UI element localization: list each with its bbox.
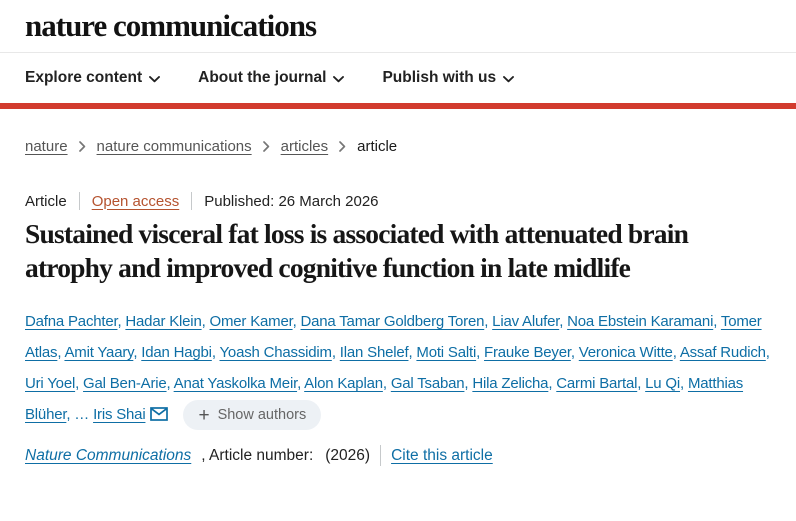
author-link-uri-yoel[interactable]: Uri Yoel [25,375,76,392]
author-separator: , [66,406,75,423]
article-number-label: , Article number: [201,446,314,464]
author-link-amit-yaary[interactable]: Amit Yaary [64,344,134,361]
author-link-dafna-pachter[interactable]: Dafna Pachter [25,313,118,330]
breadcrumb-current: article [357,138,398,155]
chevron-right-icon [78,141,85,152]
author-separator: , [559,313,568,330]
author-link-alon-kaplan[interactable]: Alon Kaplan [304,375,383,392]
author-link-tomer-atlas[interactable]: Tomer Atlas [25,313,762,361]
author-separator: , [292,313,301,330]
author-link-yoash-chassidim[interactable]: Yoash Chassidim [219,344,333,361]
author-ellipsis: … [74,406,94,423]
author-separator: , [297,375,305,392]
citation-separator [380,445,382,467]
author-link-omer-kamer[interactable]: Omer Kamer [209,313,293,330]
article-type-label: Article [25,192,67,210]
citation-year: (2026) [325,446,371,464]
author-separator: , [680,375,688,392]
author-link-dana-tamar-goldberg-toren[interactable]: Dana Tamar Goldberg Toren [300,313,485,330]
author-separator: , [382,375,391,392]
author-separator: , [57,344,65,361]
author-link-hila-zelicha[interactable]: Hila Zelicha [472,375,549,392]
chevron-down-icon [503,75,515,82]
article-header: nature nature communications articles artic… [0,138,796,467]
breadcrumb: nature nature communications articles artic… [25,138,771,155]
author-link-idan-hagbi[interactable]: Idan Hagbi [141,344,212,361]
author-link-moti-salti[interactable]: Moti Salti [416,344,477,361]
author-separator: , [765,344,770,361]
author-link-iris-shai[interactable]: Iris Shai [93,406,146,423]
nav-item-publish-with-us[interactable]: Publish with us [382,69,515,87]
author-separator: , [201,313,210,330]
main-nav: Explore content About the journal Publish … [0,53,796,103]
citation-line: Nature Communications , Article number: … [25,445,771,467]
author-link-veronica-witte[interactable]: Veronica Witte [578,344,673,361]
author-separator: , [166,375,174,392]
author-separator: , [672,344,680,361]
author-link-carmi-bartal[interactable]: Carmi Bartal [556,375,638,392]
meta-separator [78,192,80,210]
author-link-matthias-bl-her[interactable]: Matthias Blüher [25,375,744,423]
site-header: nature communications Explore content Abo… [0,0,796,109]
brand-accent-bar [0,103,796,109]
author-separator: , [548,375,557,392]
author-separator: , [211,344,220,361]
logo-row: nature communications [0,0,796,53]
author-separator: , [637,375,646,392]
envelope-icon[interactable] [150,407,169,421]
nav-item-about-the-journal[interactable]: About the journal [198,69,345,87]
chevron-right-icon [262,141,269,152]
author-separator: , [464,375,473,392]
article-title: Sustained visceral fat loss is associate… [25,218,689,283]
journal-link[interactable]: Nature Communications [25,446,192,464]
nav-item-explore-content[interactable]: Explore content [25,69,161,87]
article-meta-row: Article Open access Published: 26 March … [25,192,771,210]
show-authors-button[interactable]: + Show authors [183,400,322,431]
show-authors-label: Show authors [217,407,307,424]
author-separator: , [133,344,142,361]
breadcrumb-link-nature[interactable]: nature [25,138,68,155]
author-separator: , [484,313,493,330]
chevron-right-icon [339,141,346,152]
author-list: Dafna Pachter, Hadar Klein, Omer Kamer, … [25,306,771,431]
meta-separator [191,192,193,210]
nav-item-label: Explore content [25,69,143,86]
plus-icon: + [198,404,210,426]
author-link-noa-ebstein-karamani[interactable]: Noa Ebstein Karamani [567,313,714,330]
author-separator: , [408,344,417,361]
author-separator: , [331,344,340,361]
author-link-liav-alufer[interactable]: Liav Alufer [492,313,560,330]
author-separator: , [117,313,126,330]
breadcrumb-link-articles[interactable]: articles [280,138,329,155]
author-link-frauke-beyer[interactable]: Frauke Beyer [484,344,571,361]
author-link-gal-ben-arie[interactable]: Gal Ben-Arie [83,375,167,392]
author-link-hadar-klein[interactable]: Hadar Klein [125,313,202,330]
breadcrumb-link-nature-communications[interactable]: nature communications [96,138,252,155]
author-link-gal-tsaban[interactable]: Gal Tsaban [390,375,465,392]
author-link-assaf-rudich[interactable]: Assaf Rudich [679,344,766,361]
journal-logo[interactable]: nature communications [25,8,317,43]
author-separator: , [570,344,579,361]
chevron-down-icon [333,75,345,82]
nav-item-label: About the journal [198,69,327,86]
author-separator: , [713,313,721,330]
author-separator: , [476,344,485,361]
cite-this-article-link[interactable]: Cite this article [391,446,493,464]
author-link-ilan-shelef[interactable]: Ilan Shelef [339,344,409,361]
author-separator: , [75,375,84,392]
published-date: Published: 26 March 2026 [204,192,379,210]
author-link-lu-qi[interactable]: Lu Qi [645,375,681,392]
open-access-link[interactable]: Open access [91,192,180,210]
chevron-down-icon [149,75,161,82]
nav-item-label: Publish with us [382,69,497,86]
author-link-anat-yaskolka-meir[interactable]: Anat Yaskolka Meir [173,375,298,392]
